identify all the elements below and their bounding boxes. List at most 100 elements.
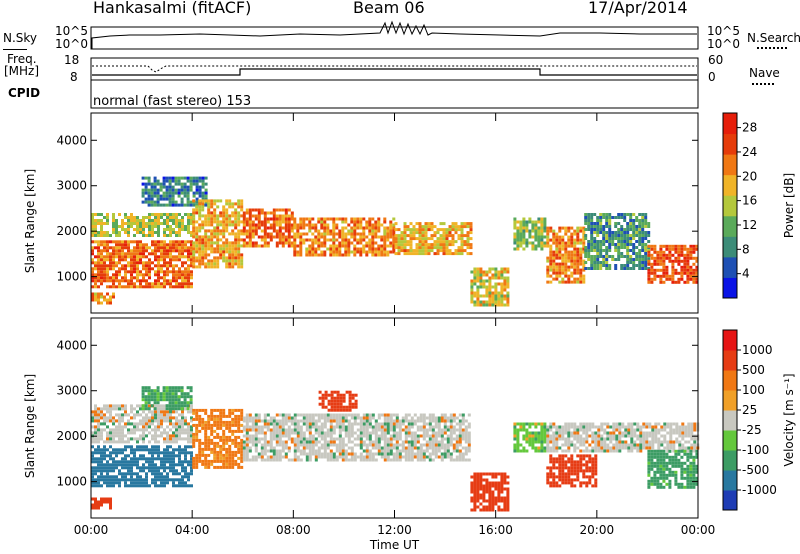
data-cell <box>94 460 97 464</box>
data-cell <box>473 270 477 274</box>
data-cell <box>106 301 109 305</box>
data-cell <box>401 446 405 450</box>
data-cell <box>576 238 580 242</box>
data-cell <box>91 503 94 507</box>
data-cell <box>620 243 624 246</box>
data-cell <box>195 247 199 251</box>
data-cell <box>403 234 407 238</box>
data-cell <box>314 428 318 432</box>
data-cell <box>136 279 139 283</box>
data-cell <box>296 253 300 257</box>
data-cell <box>157 255 160 259</box>
data-cell <box>225 202 229 206</box>
data-cell <box>154 463 157 467</box>
data-cell <box>186 395 190 399</box>
data-cell <box>293 440 297 444</box>
data-cell <box>386 452 390 456</box>
data-cell <box>311 226 315 230</box>
data-cell <box>455 455 459 459</box>
data-cell <box>452 428 456 432</box>
data-cell <box>531 244 535 248</box>
data-cell <box>614 264 618 267</box>
data-cell <box>552 232 556 236</box>
data-cell <box>466 237 470 241</box>
data-cell <box>473 276 477 280</box>
data-cell <box>329 443 333 447</box>
data-cell <box>485 279 489 283</box>
data-cell <box>321 405 325 409</box>
data-cell <box>248 214 252 218</box>
data-cell <box>254 413 258 417</box>
data-cell <box>321 399 325 403</box>
data-cell <box>371 425 375 429</box>
data-cell <box>106 425 109 429</box>
data-cell <box>419 434 423 438</box>
data-cell <box>177 188 181 192</box>
data-cell <box>653 262 657 266</box>
data-cell <box>415 237 419 241</box>
data-cell <box>647 267 651 270</box>
data-cell <box>371 253 375 257</box>
data-cell <box>154 252 157 256</box>
noise-right-tick-bottom: 10^0 <box>707 37 740 51</box>
data-cell <box>434 443 438 447</box>
data-cell <box>148 466 151 470</box>
data-cell <box>332 419 336 423</box>
data-cell <box>406 234 410 238</box>
data-cell <box>124 445 127 449</box>
data-cell <box>166 273 169 277</box>
data-cell <box>632 249 636 252</box>
data-cell <box>317 416 321 420</box>
data-cell <box>100 416 103 420</box>
data-cell <box>219 438 223 442</box>
data-cell <box>290 229 294 233</box>
data-cell <box>151 466 154 470</box>
data-cell <box>590 237 594 240</box>
data-cell <box>190 276 193 280</box>
data-cell <box>689 256 693 260</box>
data-cell <box>311 446 315 450</box>
data-cell <box>593 243 597 246</box>
data-cell <box>338 229 342 233</box>
data-band <box>242 208 294 248</box>
data-cell <box>683 247 687 251</box>
data-cell <box>91 481 94 485</box>
data-cell <box>127 413 130 417</box>
data-cell <box>159 395 163 399</box>
data-cell <box>175 448 178 452</box>
data-cell <box>437 419 441 423</box>
data-cell <box>275 443 279 447</box>
data-cell <box>192 232 196 236</box>
data-cell <box>599 267 603 270</box>
data-cell <box>436 231 440 235</box>
data-cell <box>284 446 288 450</box>
data-cell <box>154 434 157 438</box>
data-cell <box>175 484 178 488</box>
data-cell <box>380 437 384 441</box>
data-cell <box>692 262 696 266</box>
data-cell <box>178 273 181 277</box>
data-cell <box>638 249 642 252</box>
data-cell <box>599 231 603 234</box>
data-cell <box>115 273 118 277</box>
data-cell <box>260 437 264 441</box>
data-cell <box>133 252 136 256</box>
data-cell <box>219 447 223 451</box>
data-cell <box>242 217 246 221</box>
data-cell <box>449 431 453 435</box>
data-cell <box>166 249 169 253</box>
data-cell <box>165 176 169 180</box>
data-cell <box>204 203 208 207</box>
data-cell <box>371 217 375 221</box>
data-cell <box>552 277 556 281</box>
data-cell <box>228 262 232 266</box>
data-cell <box>166 279 169 283</box>
data-cell <box>231 408 235 412</box>
data-cell <box>497 282 501 286</box>
data-cell <box>148 484 151 488</box>
data-cell <box>187 249 190 253</box>
data-cell <box>237 450 241 454</box>
data-cell <box>231 262 235 266</box>
data-cell <box>644 231 648 234</box>
data-cell <box>142 243 145 247</box>
